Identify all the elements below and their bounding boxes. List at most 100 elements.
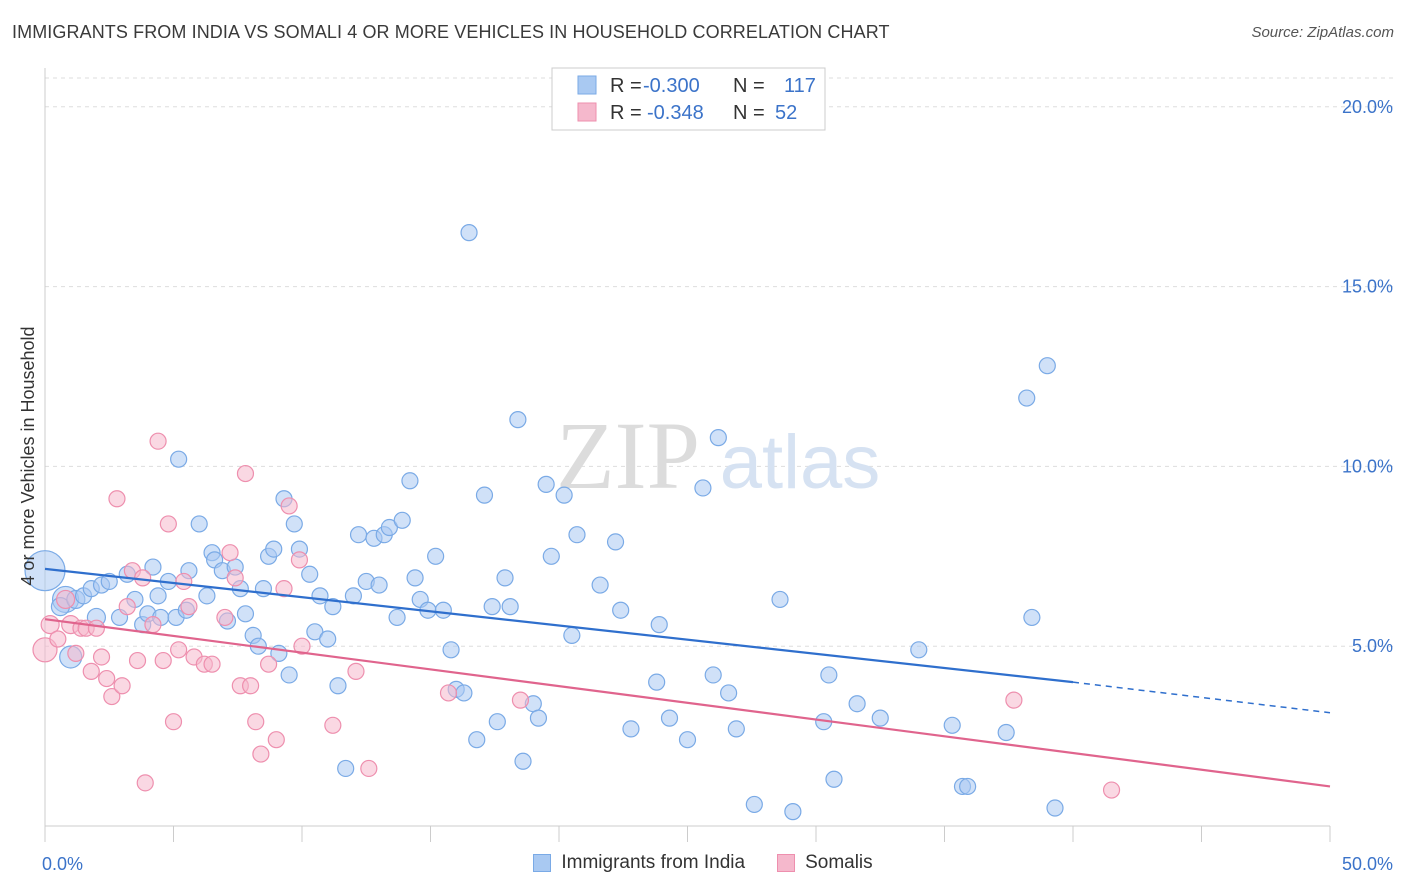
somali-point bbox=[226, 569, 244, 587]
india-point bbox=[997, 723, 1015, 742]
somali-point bbox=[290, 551, 309, 569]
legend-item-somali[interactable]: Somalis bbox=[777, 852, 873, 874]
india-point bbox=[1018, 389, 1036, 407]
india-point bbox=[622, 720, 640, 738]
somali-point bbox=[242, 677, 260, 695]
india-point bbox=[910, 641, 928, 659]
india-point bbox=[555, 486, 573, 504]
india-point bbox=[337, 759, 355, 778]
somali-point bbox=[55, 589, 76, 610]
india-point bbox=[648, 673, 666, 691]
somali-point bbox=[144, 616, 162, 634]
india-point bbox=[660, 709, 679, 727]
somali-point bbox=[113, 677, 131, 695]
india-point bbox=[306, 623, 324, 641]
india-point bbox=[455, 684, 473, 702]
india-point bbox=[678, 731, 697, 749]
legend-item-india[interactable]: Immigrants from India bbox=[533, 852, 745, 874]
india-point bbox=[542, 547, 560, 565]
somali-points bbox=[32, 432, 1121, 799]
legend-swatch-somali bbox=[577, 102, 597, 122]
india-point bbox=[488, 713, 506, 731]
india-point bbox=[959, 777, 977, 796]
somali-point bbox=[347, 662, 365, 680]
somali-point bbox=[324, 716, 342, 734]
india-point bbox=[509, 411, 527, 429]
legend-top-box bbox=[551, 67, 826, 131]
india-trend-line bbox=[44, 567, 1074, 684]
somali-point bbox=[180, 598, 198, 616]
somali-point bbox=[439, 684, 458, 702]
somali-point bbox=[216, 608, 234, 627]
legend-swatch-india bbox=[577, 75, 597, 95]
india-point bbox=[568, 526, 586, 544]
somali-point bbox=[87, 619, 106, 637]
india-point bbox=[612, 601, 630, 619]
legend-bottom: Immigrants from India Somalis bbox=[0, 852, 1406, 874]
somali-point bbox=[221, 544, 239, 562]
legend-r-value-india: -0.300 bbox=[643, 75, 700, 97]
legend-r-label-somali: R = bbox=[610, 102, 642, 124]
somali-point bbox=[134, 569, 152, 587]
india-point bbox=[820, 666, 838, 684]
india-point bbox=[370, 576, 388, 594]
somali-point bbox=[175, 572, 193, 591]
legend-n-label-somali: N = bbox=[733, 102, 765, 124]
india-point bbox=[704, 666, 722, 684]
somali-point bbox=[267, 731, 285, 749]
india-point bbox=[483, 598, 501, 616]
somali-point bbox=[236, 464, 255, 483]
india-point bbox=[501, 598, 519, 616]
legend-n-label-india: N = bbox=[733, 75, 765, 97]
india-point bbox=[311, 587, 329, 605]
india-point bbox=[591, 576, 609, 594]
somali-point bbox=[170, 641, 188, 659]
india-point bbox=[1023, 608, 1041, 627]
somali-trend-line bbox=[44, 618, 1331, 788]
india-point bbox=[442, 641, 460, 659]
india-point bbox=[406, 569, 424, 587]
y-tick-label: 20.0% bbox=[1342, 97, 1393, 117]
india-point bbox=[745, 795, 763, 814]
india-point bbox=[280, 666, 298, 684]
axes bbox=[44, 68, 1331, 842]
somali-point bbox=[118, 598, 136, 616]
somali-point bbox=[136, 774, 154, 792]
india-point bbox=[319, 630, 337, 648]
somali-point bbox=[293, 637, 311, 655]
y-tick-label: 10.0% bbox=[1342, 456, 1393, 476]
somali-point bbox=[247, 713, 265, 731]
india-point bbox=[265, 540, 283, 558]
somali-point bbox=[82, 662, 100, 680]
india-point bbox=[537, 475, 555, 493]
legend-r-value-somali: -0.348 bbox=[647, 102, 704, 124]
legend-n-value-india: 117 bbox=[784, 75, 816, 97]
somali-point bbox=[203, 655, 221, 673]
india-point bbox=[514, 752, 532, 770]
somali-point bbox=[275, 580, 293, 598]
legend-n-value-somali: 52 bbox=[775, 102, 797, 124]
watermark-zip: ZIP bbox=[556, 402, 700, 509]
india-point bbox=[848, 695, 866, 713]
somali-point bbox=[149, 432, 167, 450]
india-point bbox=[329, 677, 347, 695]
somali-point bbox=[108, 490, 126, 508]
somali-point bbox=[92, 648, 111, 666]
india-point bbox=[468, 731, 486, 749]
legend-label-somali: Somalis bbox=[805, 852, 873, 873]
x-tick-label: 50.0% bbox=[1342, 854, 1393, 874]
india-point bbox=[198, 587, 216, 605]
watermark: ZIP atlas bbox=[556, 402, 880, 509]
india-point bbox=[727, 720, 745, 738]
india-point bbox=[393, 511, 411, 529]
legend-top: R = -0.300 N = 117 R = -0.348 N = 52 bbox=[551, 67, 826, 131]
somali-point bbox=[98, 669, 116, 688]
india-point bbox=[144, 558, 162, 576]
india-point bbox=[694, 479, 712, 497]
somali-point bbox=[360, 759, 378, 778]
india-point bbox=[943, 716, 961, 734]
india-point bbox=[190, 515, 208, 533]
legend-label-india: Immigrants from India bbox=[561, 852, 746, 873]
x-tick-label: 0.0% bbox=[42, 854, 83, 874]
india-point bbox=[1038, 357, 1056, 375]
